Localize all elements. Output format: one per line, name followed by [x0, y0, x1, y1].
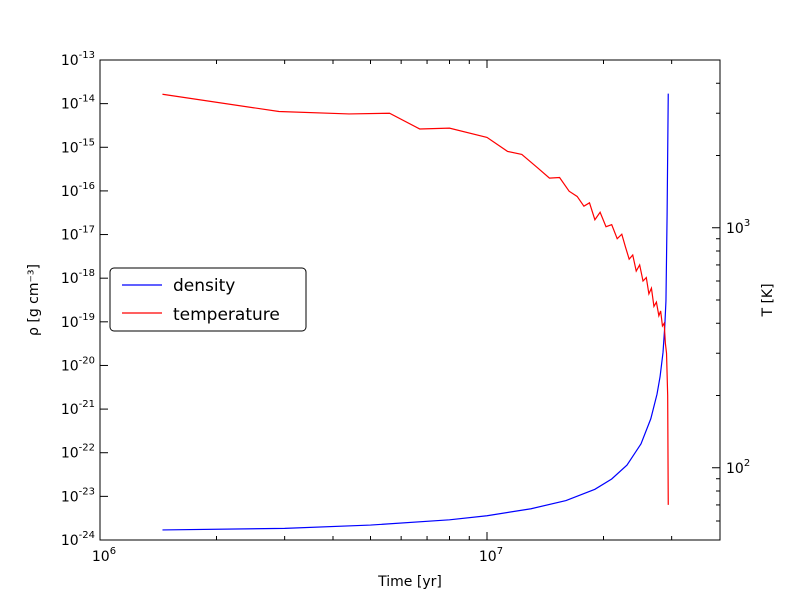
series-layer — [162, 93, 669, 531]
legend-box — [109, 267, 307, 332]
y-left-tick-label: 10-19 — [61, 312, 95, 331]
y-left-tick-label: 10-24 — [61, 530, 95, 549]
legend-label-temperature: temperature — [173, 305, 280, 325]
y-axis-left-label: ρ [g cm⁻³] — [26, 264, 42, 336]
y-left-tick-label: 10-15 — [61, 137, 95, 156]
x-tick-label: 106 — [92, 546, 116, 565]
y-right-tick-label: 102 — [726, 458, 750, 477]
y-left-tick-label: 10-22 — [61, 443, 95, 462]
y-left-tick-label: 10-14 — [61, 94, 95, 113]
x-tick-label: 107 — [479, 546, 503, 565]
series-line-temperature — [162, 93, 669, 505]
legend-label-density: density — [173, 276, 235, 296]
y-left-tick-label: 10-23 — [61, 486, 95, 505]
x-axis-label: Time [yr] — [377, 574, 442, 590]
ticks-layer: 106 107 10-24 10-23 10-22 10-21 10-20 10-19 10-1… — [61, 50, 750, 565]
y-left-tick-label: 10-17 — [61, 225, 95, 244]
y-left-tick-label: 10-18 — [61, 268, 95, 287]
y-right-tick-label: 103 — [726, 218, 750, 237]
y-axis-right-label: T [K] — [760, 283, 776, 317]
y-left-tick-label: 10-13 — [61, 50, 95, 69]
y-left-tick-label: 10-16 — [61, 181, 95, 200]
legend: density temperature — [109, 267, 307, 332]
y-left-tick-label: 10-21 — [61, 399, 95, 418]
y-left-tick-label: 10-20 — [61, 355, 95, 374]
